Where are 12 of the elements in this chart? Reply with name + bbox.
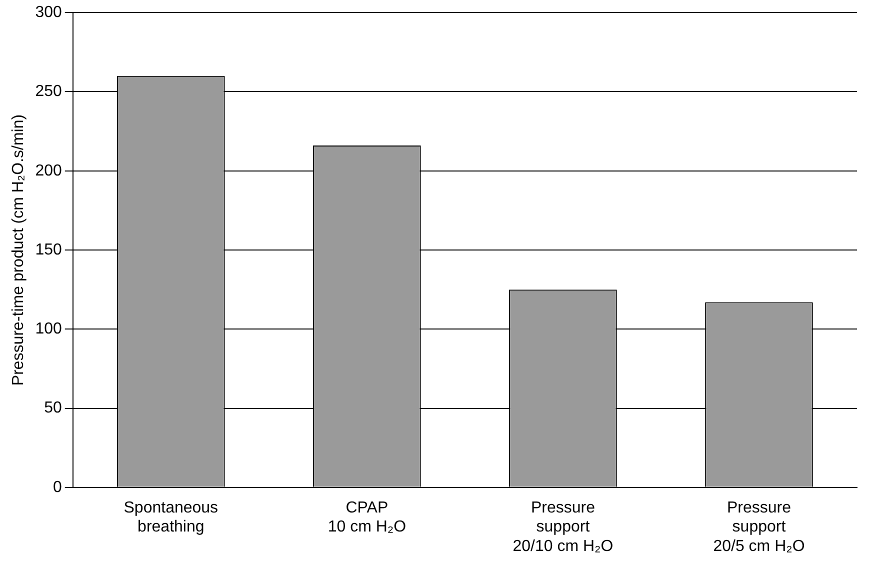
x-tick-label: Pressure support 20/10 cm H₂O [512, 499, 614, 555]
y-tick-label: 200 [35, 162, 62, 180]
y-tick-label: 300 [35, 4, 62, 22]
x-tick-label: CPAP 10 cm H₂O [328, 499, 406, 536]
y-tick-label: 250 [35, 83, 62, 100]
y-tick-label: 100 [35, 320, 62, 338]
x-tick-label: Spontaneous breathing [124, 499, 218, 536]
x-tick-label: Pressure support 20/5 cm H₂O [713, 499, 805, 555]
y-axis-title: Pressure-time product (cm H₂O.s/min) [10, 114, 28, 386]
y-tick-label: 150 [35, 241, 62, 258]
y-tick-label: 50 [44, 400, 62, 417]
y-tick-label: 0 [52, 478, 62, 496]
